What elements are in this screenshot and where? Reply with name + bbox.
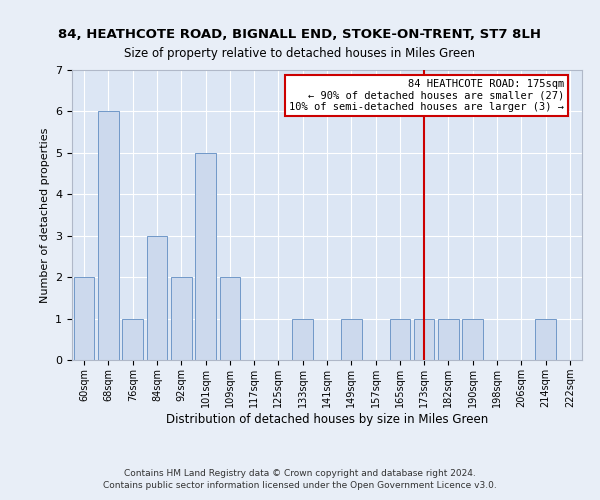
Y-axis label: Number of detached properties: Number of detached properties (40, 128, 50, 302)
Bar (389, 318, 410, 360)
X-axis label: Distribution of detached houses by size in Miles Green: Distribution of detached houses by size … (166, 412, 488, 426)
Bar (74, 277, 94, 360)
Bar (463, 318, 483, 360)
Bar (98, 112, 119, 360)
Bar (171, 277, 191, 360)
Bar (146, 236, 167, 360)
Bar (220, 277, 240, 360)
Text: Size of property relative to detached houses in Miles Green: Size of property relative to detached ho… (125, 48, 476, 60)
Bar (535, 318, 556, 360)
Bar (414, 318, 434, 360)
Text: Contains HM Land Registry data © Crown copyright and database right 2024.: Contains HM Land Registry data © Crown c… (124, 469, 476, 478)
Text: 84, HEATHCOTE ROAD, BIGNALL END, STOKE-ON-TRENT, ST7 8LH: 84, HEATHCOTE ROAD, BIGNALL END, STOKE-O… (59, 28, 542, 40)
Bar (122, 318, 143, 360)
Text: 84 HEATHCOTE ROAD: 175sqm
← 90% of detached houses are smaller (27)
10% of semi-: 84 HEATHCOTE ROAD: 175sqm ← 90% of detac… (289, 78, 564, 112)
Bar (292, 318, 313, 360)
Bar (195, 153, 216, 360)
Bar (438, 318, 459, 360)
Bar (341, 318, 362, 360)
Text: Contains public sector information licensed under the Open Government Licence v3: Contains public sector information licen… (103, 480, 497, 490)
